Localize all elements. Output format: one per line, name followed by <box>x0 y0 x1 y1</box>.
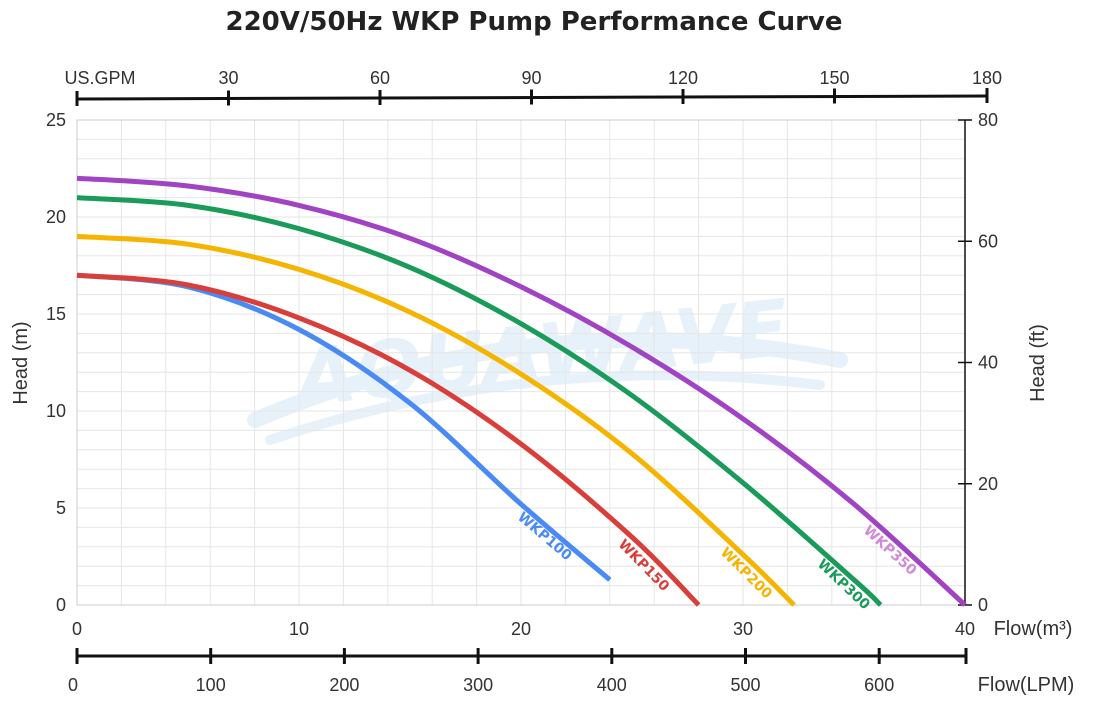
series-line-wkp300 <box>76 195 883 607</box>
x-m3-tick-label: 40 <box>955 619 975 639</box>
watermark-wave-1 <box>247 332 848 428</box>
grid <box>77 120 965 605</box>
x-lpm-tick-label: 500 <box>730 675 760 695</box>
x-gpm-tick-label: 60 <box>370 68 390 88</box>
x-lpm-tick-label: 300 <box>463 675 493 695</box>
series-lines <box>76 175 967 607</box>
y-left-tick-label: 25 <box>46 110 66 130</box>
x-m3-tick-label: 0 <box>72 619 82 639</box>
y-left-tick-label: 5 <box>56 498 66 518</box>
y-left-tick-label: 0 <box>56 595 66 615</box>
x-gpm-tick-label: 120 <box>668 68 698 88</box>
y-right-tick-label: 20 <box>978 474 998 494</box>
y-left-tick-label: 15 <box>46 304 66 324</box>
y-left-tick-label: 20 <box>46 207 66 227</box>
top-axis-label: US.GPM <box>64 68 135 88</box>
y-axis-title-left: Head (m) <box>10 321 32 404</box>
series-line-wkp200 <box>76 233 796 607</box>
series-label-wkp350: WKP350 <box>860 523 920 579</box>
x-axis-title-m3: Flow(m³) <box>994 618 1073 640</box>
watermark-wave-2 <box>265 370 825 445</box>
top-axis-us-gpm: US.GPM 30 60 90 120 150 180 <box>64 68 1002 106</box>
chart-title: 220V/50Hz WKP Pump Performance Curve <box>225 7 842 37</box>
y-right-tick-label: 80 <box>978 110 998 130</box>
x-lpm-tick-label: 600 <box>864 675 894 695</box>
series-line-wkp350 <box>76 175 967 607</box>
x-lpm-tick-label: 200 <box>329 675 359 695</box>
x-m3-tick-label: 30 <box>733 619 753 639</box>
x-gpm-tick-label: 90 <box>521 68 541 88</box>
x-m3-tick-label: 10 <box>289 619 309 639</box>
x-lpm-tick-label: 0 <box>68 675 78 695</box>
y-right-tick-label: 60 <box>978 231 998 251</box>
x-lpm-tick-label: 100 <box>196 675 226 695</box>
x-gpm-tick-label: 180 <box>972 68 1002 88</box>
series-label-wkp200: WKP200 <box>717 545 775 603</box>
y-axis-title-right: Head (ft) <box>1027 324 1049 402</box>
left-axis-head-m: 0 5 10 15 20 25 <box>46 110 66 615</box>
bottom-axis-flow-m3: 0 10 20 30 40 <box>72 619 975 639</box>
watermark-text: AQUAWAVE <box>286 284 793 426</box>
aquawave-watermark-logo: AQUAWAVE <box>247 284 848 445</box>
x-lpm-tick-label: 400 <box>597 675 627 695</box>
y-right-tick-label: 0 <box>978 595 988 615</box>
x-axis-title-lpm: Flow(LPM) <box>978 674 1075 696</box>
y-left-tick-label: 10 <box>46 401 66 421</box>
bottom-axis-flow-lpm: 0 100 200 300 400 500 600 <box>68 648 968 695</box>
x-gpm-tick-label: 150 <box>819 68 849 88</box>
y-right-tick-label: 40 <box>978 353 998 373</box>
x-m3-tick-label: 20 <box>511 619 531 639</box>
right-axis-head-ft: 0 20 40 60 80 <box>958 110 998 615</box>
x-gpm-tick-label: 30 <box>218 68 238 88</box>
series-line-wkp150 <box>76 272 701 607</box>
